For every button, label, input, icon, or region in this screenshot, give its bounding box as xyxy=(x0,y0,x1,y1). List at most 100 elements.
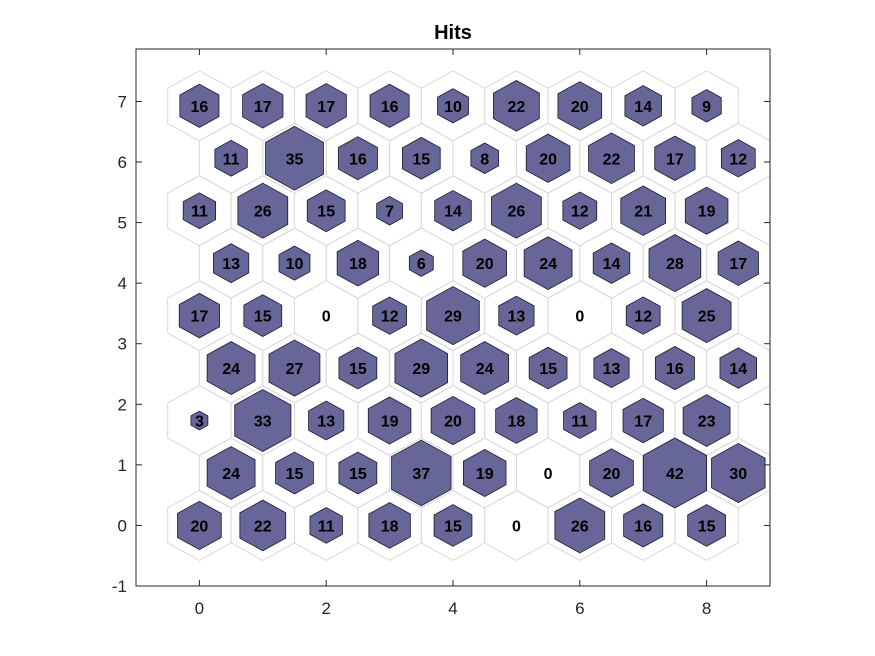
hit-hexagon xyxy=(243,294,283,337)
hit-hexagon xyxy=(408,249,434,277)
y-tick-label: 4 xyxy=(118,274,127,293)
hit-hexagon xyxy=(682,394,731,447)
hit-count-label: 14 xyxy=(729,361,747,378)
hit-hexagon xyxy=(206,446,256,500)
hit-count-label: 17 xyxy=(191,309,209,326)
hit-hexagon xyxy=(498,295,535,336)
hit-count-label: 20 xyxy=(444,414,462,431)
hit-hexagon xyxy=(557,81,603,131)
hit-hexagon xyxy=(684,186,729,235)
hit-count-label: 15 xyxy=(444,518,462,535)
hit-hexagon xyxy=(620,185,667,236)
hit-count-label: 22 xyxy=(254,518,272,535)
hit-count-label: 12 xyxy=(634,309,652,326)
hit-count-label: 19 xyxy=(698,204,716,221)
hit-count-label: 24 xyxy=(222,361,240,378)
hit-count-label: 7 xyxy=(385,204,394,221)
hit-count-label: 13 xyxy=(603,361,621,378)
hit-hexagon xyxy=(623,503,664,548)
hit-hexagon xyxy=(278,245,311,281)
hit-hexagon xyxy=(306,189,346,233)
hit-count-label: 17 xyxy=(317,99,335,116)
hit-count-label: 17 xyxy=(254,99,272,116)
hit-count-label: 19 xyxy=(476,466,494,483)
hit-count-label: 18 xyxy=(508,414,526,431)
hit-hexagon xyxy=(376,195,403,226)
hit-count-label: 24 xyxy=(539,256,557,273)
hit-count-label: 20 xyxy=(476,256,494,273)
hit-count-label: 16 xyxy=(349,151,367,168)
x-tick-label: 8 xyxy=(702,599,711,618)
hit-hexagon xyxy=(338,451,378,495)
hit-count-label: 20 xyxy=(191,518,209,535)
hit-hexagon xyxy=(265,125,324,191)
x-tick-label: 6 xyxy=(575,599,584,618)
hit-hexagon xyxy=(177,500,222,551)
hit-hexagon xyxy=(242,83,284,129)
hit-count-label: 0 xyxy=(575,309,584,326)
x-tick-label: 4 xyxy=(448,599,457,618)
hit-count-label: 19 xyxy=(381,414,399,431)
hit-hexagon xyxy=(462,238,507,288)
hit-count-label: 21 xyxy=(634,204,652,221)
hit-hexagon xyxy=(642,437,707,509)
hit-count-label: 16 xyxy=(381,99,399,116)
hit-count-label: 28 xyxy=(666,256,684,273)
hit-count-label: 15 xyxy=(698,518,716,535)
y-tick-label: 2 xyxy=(118,395,127,414)
hit-count-label: 11 xyxy=(191,204,208,221)
hit-hexagon xyxy=(234,389,292,452)
hit-count-label: 12 xyxy=(571,204,589,221)
hit-hexagon xyxy=(687,504,726,547)
hit-hexagons xyxy=(177,80,766,554)
hit-hexagon xyxy=(309,507,343,544)
hit-hexagon xyxy=(214,139,248,177)
y-tick-label: 6 xyxy=(118,153,127,172)
hit-count-label: 3 xyxy=(195,414,204,431)
hit-count-label: 17 xyxy=(729,256,747,273)
hit-count-label: 14 xyxy=(634,99,652,116)
hit-count-label: 27 xyxy=(286,361,304,378)
hit-hexagon xyxy=(213,243,250,284)
hit-hexagon xyxy=(624,85,662,127)
hit-hexagon xyxy=(391,439,452,507)
y-tick-label: 7 xyxy=(118,92,127,111)
hit-hexagon xyxy=(495,397,538,444)
hit-hexagon xyxy=(720,139,756,178)
hit-hexagon xyxy=(593,348,630,388)
hit-hexagon xyxy=(268,339,321,397)
hit-count-label: 9 xyxy=(702,99,711,116)
hit-hexagon xyxy=(625,296,661,335)
hit-count-label: 20 xyxy=(571,99,589,116)
hit-hexagon xyxy=(588,132,635,185)
hit-count-label: 37 xyxy=(412,466,430,483)
hit-hexagon xyxy=(434,190,472,232)
hit-hexagon xyxy=(372,296,407,335)
hit-hexagon xyxy=(648,234,702,293)
hit-hexagon xyxy=(401,136,441,180)
hit-hexagon xyxy=(711,442,766,503)
hit-count-label: 16 xyxy=(666,361,684,378)
hit-hexagon xyxy=(305,83,347,129)
hit-count-label: 14 xyxy=(444,204,462,221)
hit-hexagon xyxy=(691,89,722,123)
y-tick-label: 5 xyxy=(118,214,127,233)
x-tick-label: 0 xyxy=(195,599,204,618)
hit-hexagon xyxy=(182,192,217,230)
hit-hexagon xyxy=(460,341,510,395)
hit-hexagon xyxy=(239,499,287,552)
hit-count-label: 20 xyxy=(603,466,621,483)
hit-hexagon xyxy=(369,83,410,128)
cell-outline xyxy=(674,70,739,142)
hit-hexagon xyxy=(336,239,380,287)
hit-hexagon xyxy=(491,182,542,239)
hit-hexagon xyxy=(622,397,664,444)
hit-count-label: 18 xyxy=(381,518,399,535)
hit-hexagon xyxy=(367,396,412,445)
hit-hexagon xyxy=(206,341,256,395)
hit-count-label: 15 xyxy=(286,466,304,483)
hit-count-label: 0 xyxy=(512,518,521,535)
hit-hexagon xyxy=(525,133,571,183)
